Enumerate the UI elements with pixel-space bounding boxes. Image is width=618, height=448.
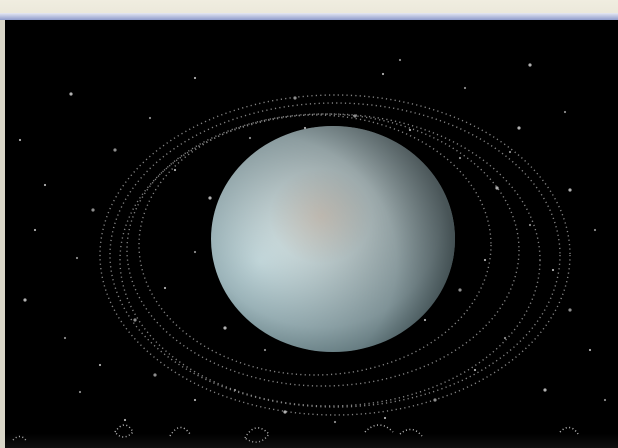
star: [398, 58, 402, 62]
left-border: [0, 20, 5, 448]
planet-rings: [99, 94, 571, 416]
star: [43, 183, 47, 187]
star: [333, 420, 337, 424]
star-field: [18, 58, 607, 424]
star: [98, 363, 102, 367]
star: [528, 63, 532, 67]
top-bar-separator: [0, 13, 618, 20]
star: [223, 326, 227, 330]
star: [483, 258, 487, 262]
star: [423, 318, 427, 322]
star: [173, 168, 177, 172]
bottom-fade: [5, 434, 618, 448]
star: [163, 286, 167, 290]
star: [543, 388, 547, 392]
star: [193, 250, 197, 254]
star: [517, 126, 521, 130]
star: [303, 126, 307, 130]
star: [193, 398, 197, 402]
star: [473, 368, 477, 372]
star: [123, 418, 127, 422]
star: [91, 208, 95, 212]
star: [458, 288, 462, 292]
star: [193, 76, 197, 80]
star: [283, 410, 287, 414]
star: [588, 348, 592, 352]
star: [495, 186, 499, 190]
star: [353, 114, 357, 118]
star: [593, 228, 597, 232]
star: [433, 398, 437, 402]
star: [233, 388, 237, 392]
star: [33, 228, 37, 232]
star: [458, 156, 462, 160]
star: [78, 390, 82, 394]
star: [18, 138, 22, 142]
star: [69, 92, 73, 96]
star: [568, 308, 572, 312]
star: [113, 148, 117, 152]
star: [408, 128, 412, 132]
star: [263, 348, 267, 352]
planet: [211, 126, 455, 352]
star: [75, 256, 79, 260]
star: [133, 318, 137, 322]
star: [208, 196, 212, 200]
top-bar: [0, 0, 618, 16]
star: [153, 373, 157, 377]
star: [248, 136, 252, 140]
star: [23, 298, 27, 302]
star: [551, 268, 555, 272]
star: [463, 86, 467, 90]
star: [148, 116, 152, 120]
star: [503, 336, 507, 340]
star: [293, 96, 297, 100]
star: [508, 150, 512, 154]
star: [383, 416, 387, 420]
star: [63, 336, 67, 340]
bottom-artifacts: [12, 424, 579, 443]
space-scene: [5, 20, 618, 448]
star: [563, 110, 567, 114]
star: [381, 72, 385, 76]
star: [603, 398, 607, 402]
image-viewport: [5, 20, 618, 448]
star: [528, 223, 532, 227]
star: [568, 188, 572, 192]
